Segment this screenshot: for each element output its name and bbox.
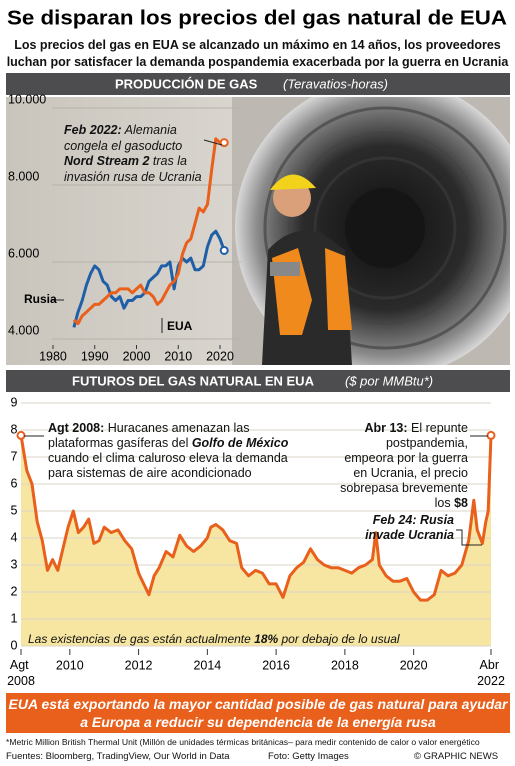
end-marker bbox=[16, 430, 26, 440]
y-tick-label: 8 bbox=[11, 422, 18, 436]
annotation: Las existencias de gas están actualmente… bbox=[28, 632, 488, 646]
x-tick-label: 2014 bbox=[193, 658, 221, 672]
y-tick-label: 4.000 bbox=[8, 323, 39, 337]
y-tick-label: 7 bbox=[11, 449, 18, 463]
annotation-text: Golfo de México bbox=[191, 436, 289, 450]
y-tick-label: 9 bbox=[11, 395, 18, 409]
annotation-text: tras la invasión rusa de Ucrania bbox=[64, 154, 202, 184]
x-tick-label: 2012 bbox=[125, 658, 153, 672]
x-tick-label: Abr 2022 bbox=[477, 658, 505, 688]
annotation-text: Feb 24: Rusia invade Ucrania bbox=[365, 513, 454, 542]
subtitle: Los precios del gas en EUA se alcanzado … bbox=[6, 38, 509, 69]
y-tick-label: 8.000 bbox=[8, 169, 39, 183]
annotation-text: Nord Stream 2 bbox=[64, 154, 150, 168]
connector bbox=[456, 529, 482, 546]
area bbox=[21, 435, 491, 646]
panel-subtitle: (Teravatios-horas) bbox=[283, 76, 388, 91]
x-tick-label: 2018 bbox=[331, 658, 359, 672]
annotation-text: $8 bbox=[454, 496, 468, 510]
connector bbox=[203, 139, 223, 146]
annotation: Abr 13: El repunte postpandemia, empeora… bbox=[336, 421, 468, 511]
annotation-text: por debajo de lo usual bbox=[278, 632, 400, 646]
line bbox=[72, 229, 226, 328]
annotation-text: 18% bbox=[254, 632, 279, 646]
annotation: Feb 24: Rusia invade Ucrania bbox=[356, 513, 454, 543]
x-tick-label: 2020 bbox=[206, 349, 234, 363]
x-tick-label: 2016 bbox=[262, 658, 290, 672]
banner: EUA está exportando la mayor cantidad po… bbox=[6, 693, 510, 733]
panel-header bbox=[6, 370, 510, 392]
annotation-text: Alemania congela el gasoducto bbox=[64, 123, 183, 153]
x-tick-label: 1980 bbox=[39, 349, 67, 363]
photo bbox=[232, 97, 510, 365]
series-label: Rusia bbox=[24, 292, 57, 306]
x-tick-label: 2010 bbox=[56, 658, 84, 672]
y-tick-label: 4 bbox=[11, 530, 18, 544]
line bbox=[19, 435, 493, 602]
series-label: EUA bbox=[167, 319, 193, 333]
y-tick-label: 2 bbox=[11, 584, 18, 598]
panel-subtitle: ($ por MMBtu*) bbox=[345, 373, 433, 388]
annotation-text: El repunte postpandemia, empeora por la … bbox=[340, 421, 468, 510]
annotation-text: Las existencias de gas están actualmente bbox=[28, 632, 255, 646]
plot: 4.000 6.000 8.000 10.000 1980 1990 2000 2010 202… bbox=[8, 92, 241, 363]
x-tick-label: Agt 2008 bbox=[7, 658, 35, 688]
annotation-text: Feb 2022: bbox=[64, 123, 122, 137]
panel-header bbox=[6, 73, 510, 95]
y-tick-label: 0 bbox=[11, 638, 18, 652]
x-tick-label: 2000 bbox=[123, 349, 151, 363]
y-tick-label: 10.000 bbox=[8, 92, 46, 106]
end-marker bbox=[219, 245, 229, 255]
annotation-text: Huracanes amenazan las plataformas gasíf… bbox=[48, 421, 250, 450]
panel-title: PRODUCCIÓN DE GAS bbox=[115, 76, 258, 91]
annotation-text: Abr 13: bbox=[364, 421, 408, 435]
x-tick-label: 2010 bbox=[164, 349, 192, 363]
annotation: Feb 2022: Alemania congela el gasoducto … bbox=[64, 123, 202, 185]
footnote: *Metric Million British Thermal Unit (Mi… bbox=[6, 737, 480, 747]
credit: © GRAPHIC NEWS bbox=[414, 751, 499, 762]
x-tick-label: 2020 bbox=[400, 658, 428, 672]
end-marker bbox=[486, 430, 496, 440]
plot: 0 1 2 3 4 5 6 7 8 9 Agt 2008 2010 2012 2014 2016 2018 20… bbox=[7, 395, 505, 688]
y-tick-label: 6 bbox=[11, 476, 18, 490]
line bbox=[72, 137, 225, 326]
y-tick-label: 3 bbox=[11, 557, 18, 571]
annotation-text: Agt 2008: bbox=[48, 421, 105, 435]
photo-credit: Foto: Getty Images bbox=[268, 751, 349, 762]
annotation-text: cuando el clima caluroso eleva la demand… bbox=[48, 451, 288, 480]
y-tick-label: 5 bbox=[11, 503, 18, 517]
end-marker bbox=[219, 138, 229, 148]
sources: Fuentes: Bloomberg, TradingView, Our Wor… bbox=[6, 751, 230, 762]
y-tick-label: 6.000 bbox=[8, 246, 39, 260]
annotation: Agt 2008: Huracanes amenazan las platafo… bbox=[48, 421, 298, 481]
panel-title: FUTUROS DEL GAS NATURAL EN EUA bbox=[72, 373, 315, 388]
x-tick-label: 1990 bbox=[81, 349, 109, 363]
y-tick-label: 1 bbox=[11, 611, 18, 625]
title: Se disparan los precios del gas natural … bbox=[7, 7, 507, 29]
